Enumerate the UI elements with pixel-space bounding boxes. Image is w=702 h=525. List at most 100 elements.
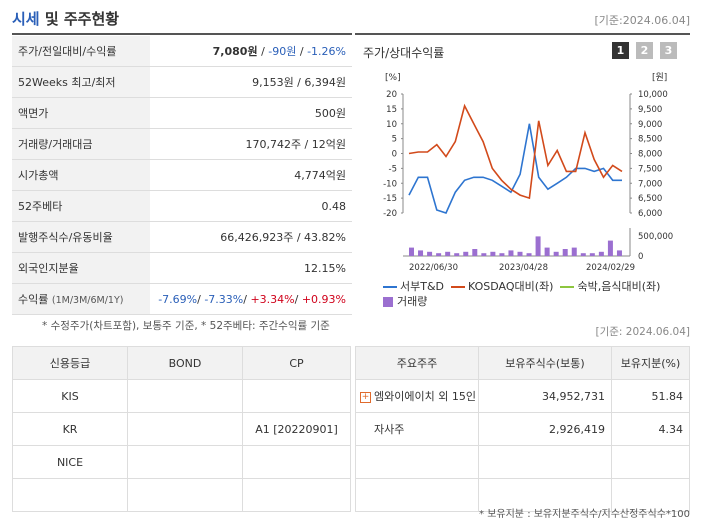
row-label: 시가총액 [12, 159, 150, 191]
column-header: 주요주주 [355, 346, 479, 380]
section-title: 시세 및 주주현황 [12, 10, 120, 28]
shareholder-name[interactable]: + 엠와이에이치 외 15인 [355, 379, 479, 413]
legend-item: 거래량 [383, 293, 427, 309]
major-shareholders-table: 주요주주 보유주식수(보통) 보유지분(%) + 엠와이에이치 외 15인 34,… [355, 346, 690, 512]
volume-bar [427, 251, 433, 256]
row-label: 주가/전일대비/수익률 [12, 36, 150, 67]
table-row: KR A1 [20220901] [12, 412, 351, 446]
volume-bar [517, 251, 523, 256]
table-cell [355, 445, 479, 479]
series-line [408, 103, 623, 200]
volume-bar [499, 253, 505, 256]
volume-tick-label: 500,000 [638, 232, 673, 242]
table-row [12, 478, 351, 512]
chart-legend: 서부T&D KOSDAQ대비(좌) 숙박,음식대비(좌) [383, 278, 660, 294]
volume-bar [436, 253, 442, 256]
footnote: * 보유지분 : 보유지분주식수/지수산정주식수*100 [479, 509, 690, 520]
right-tick-label: 9,500 [638, 105, 662, 115]
table-cell: NICE [12, 445, 128, 479]
table-cell [12, 478, 128, 512]
volume-bar [526, 253, 532, 256]
table-cell [611, 478, 690, 512]
volume-bar [607, 240, 613, 256]
right-tick-label: 6,500 [638, 194, 662, 204]
table-cell [242, 445, 351, 479]
right-axis-unit: [원] [652, 72, 667, 83]
left-tick-label: 20 [386, 90, 397, 100]
shareholder-name: 자사주 [355, 412, 479, 446]
table-cell: 51.84 [611, 379, 690, 413]
table-cell: 2,926,419 [478, 412, 612, 446]
table-cell [242, 379, 351, 413]
table-row: NICE [12, 445, 351, 479]
chart-note: * 수정주가(차트포함), 보통주 기준, * 52주베타: 주간수익률 기준 [42, 320, 330, 332]
row-value: 12.15% [150, 252, 352, 284]
table-row [355, 478, 690, 512]
table-cell [478, 445, 612, 479]
table-row: 52주베타 0.48 [12, 190, 352, 222]
legend-item: KOSDAQ대비(좌) [451, 280, 553, 293]
divider [12, 33, 352, 35]
right-tick-label: 9,000 [638, 120, 662, 130]
row-value: 500원 [150, 97, 352, 129]
credit-rating-table: 신용등급 BOND CP KIS KR A1 [20220901] NICE [12, 346, 351, 512]
volume-bar [553, 251, 559, 256]
table-row: 자사주 2,926,419 4.34 [355, 412, 690, 446]
table-cell [127, 478, 243, 512]
chart-page-1-button[interactable]: 1 [612, 42, 629, 59]
table-cell [127, 445, 243, 479]
row-label: 액면가 [12, 97, 150, 129]
right-tick-label: 8,500 [638, 135, 662, 145]
x-tick-label: 2023/04/28 [499, 263, 548, 273]
table-row: KIS [12, 379, 351, 413]
volume-bar [472, 249, 478, 256]
row-value: 0.48 [150, 190, 352, 222]
right-tick-label: 7,000 [638, 179, 662, 189]
row-label: 외국인지분율 [12, 252, 150, 284]
table-cell: KR [12, 412, 128, 446]
chart-title: 주가/상대수익률 [363, 46, 445, 60]
volume-bar [544, 247, 550, 256]
column-header: 보유지분(%) [611, 346, 690, 380]
volume-bar [580, 253, 586, 256]
volume-bar [616, 250, 622, 256]
table-cell [127, 412, 243, 446]
table-row: 52Weeks 최고/최저 9,153원 / 6,394원 [12, 66, 352, 98]
left-tick-label: -20 [383, 209, 397, 219]
price-value: 7,080원 / -90원 / -1.26% [150, 36, 352, 67]
table-cell [611, 445, 690, 479]
column-header: 신용등급 [12, 346, 128, 380]
table-row: + 엠와이에이치 외 15인 34,952,731 51.84 [355, 379, 690, 413]
volume-bar [409, 247, 414, 256]
table-cell [478, 478, 612, 512]
table-header: 신용등급 BOND CP [12, 346, 351, 380]
column-header: 보유주식수(보통) [478, 346, 612, 380]
table-header: 주요주주 보유주식수(보통) 보유지분(%) [355, 346, 690, 380]
table-cell: A1 [20220901] [242, 412, 351, 446]
column-header: BOND [127, 346, 243, 380]
volume-tick-label: 0 [638, 252, 643, 262]
table-row: 주가/전일대비/수익률 7,080원 / -90원 / -1.26% [12, 36, 352, 67]
row-label: 거래량/거래대금 [12, 128, 150, 160]
table-row: 수익률 (1M/3M/6M/1Y) -7.69%/ -7.33%/ +3.34%… [12, 283, 352, 315]
row-label: 수익률 (1M/3M/6M/1Y) [12, 283, 150, 315]
right-tick-label: 10,000 [638, 90, 668, 100]
table-cell [355, 478, 479, 512]
volume-bar [490, 251, 496, 256]
chart-page-2-button[interactable]: 2 [636, 42, 653, 59]
table-row: 시가총액 4,774억원 [12, 159, 352, 191]
left-tick-label: 10 [386, 120, 397, 130]
volume-bar [508, 250, 514, 256]
row-label: 52Weeks 최고/최저 [12, 66, 150, 98]
as-of-date: [기준:2024.06.04] [594, 14, 690, 27]
volume-bar [481, 253, 487, 256]
table-cell: 4.34 [611, 412, 690, 446]
expand-icon[interactable]: + [360, 391, 371, 403]
returns-value: -7.69%/ -7.33%/ +3.34%/ +0.93% [150, 283, 352, 315]
volume-bar [454, 253, 460, 256]
chart-page-3-button[interactable]: 3 [660, 42, 677, 59]
left-axis-unit: [%] [385, 73, 401, 83]
table-cell: 34,952,731 [478, 379, 612, 413]
table-cell: KIS [12, 379, 128, 413]
table-row: 외국인지분율 12.15% [12, 252, 352, 284]
